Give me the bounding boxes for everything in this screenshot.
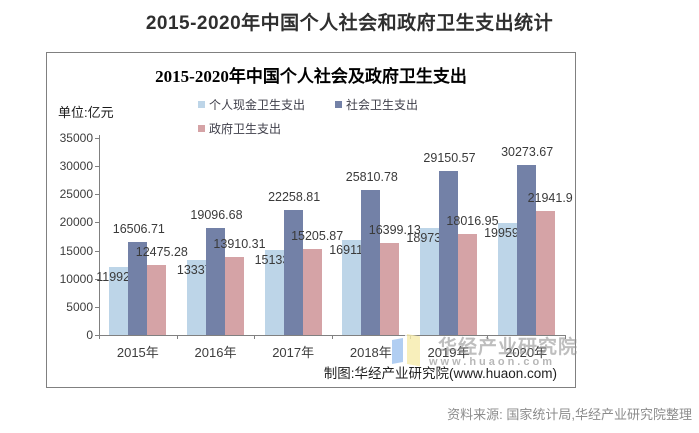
- bar-1-2020年: [497, 222, 517, 335]
- bar-value-label: 16399.13: [368, 222, 421, 237]
- chart-legend: 个人现金卫生支出 社会卫生支出政府卫生支出: [198, 96, 418, 144]
- x-tick-label: 2017年: [272, 345, 315, 360]
- x-tick-mark: [99, 335, 100, 339]
- bar-value-label: 18016.95: [446, 213, 499, 228]
- bar-3-2015年: [147, 264, 167, 335]
- y-tick-mark: [95, 278, 99, 280]
- chart-caption: 制图:华经产业研究院(www.huaon.com): [323, 366, 557, 381]
- bar-chart-plot: 0 5000 10000 15000 20000 25000 30000 35000 2015年…: [47, 53, 577, 389]
- x-tick-label: 2016年: [194, 345, 237, 360]
- bar-2-2016年: [206, 227, 225, 335]
- y-tick-label: 10000: [59, 271, 93, 286]
- x-tick-mark: [409, 335, 411, 339]
- legend-row: 政府卫生支出: [198, 120, 418, 137]
- legend-item-2: 社会卫生支出: [335, 96, 418, 113]
- chart-title: 2015-2020年中国个人社会及政府卫生支出: [155, 67, 467, 86]
- x-tick-mark: [176, 335, 178, 339]
- page-title: 2015-2020年中国个人社会和政府卫生支出统计: [145, 13, 554, 34]
- y-tick-label: 5000: [66, 299, 93, 314]
- bar-value-label: 19096.68: [190, 207, 243, 222]
- bar-value-label: 29150.57: [423, 150, 476, 165]
- bar-3-2017年: [302, 249, 322, 335]
- bar-1-2017年: [264, 249, 284, 335]
- bar-2-2020年: [516, 164, 536, 335]
- legend-item-1: 个人现金卫生支出: [198, 96, 305, 113]
- chart-frame: 2015-2020年中国个人社会及政府卫生支出 个人现金卫生支出 社会卫生支出政府…: [46, 52, 577, 389]
- bar-3-2019年: [458, 233, 477, 335]
- bar-2-2018年: [361, 189, 381, 335]
- x-tick-mark: [254, 335, 256, 339]
- bar-value-label: 12475.28: [135, 244, 188, 259]
- y-tick-mark: [95, 335, 99, 336]
- bar-2-2017年: [283, 209, 303, 335]
- y-tick-mark: [95, 222, 99, 224]
- x-tick-label: 2019年: [427, 345, 470, 360]
- legend-item-3: 政府卫生支出: [198, 120, 281, 137]
- y-tick-mark: [95, 194, 99, 196]
- bar-value-label: 15205.87: [291, 229, 344, 244]
- y-tick-mark: [95, 166, 99, 168]
- bar-3-2016年: [225, 256, 244, 335]
- bar-value-label: 25810.78: [345, 169, 398, 184]
- bar-1-2018年: [342, 239, 362, 335]
- x-tick-label: 2015年: [116, 345, 159, 360]
- bar-1-2016年: [187, 259, 206, 335]
- legend-label: 社会卫生支出: [346, 98, 419, 112]
- bar-value-label: 16506.71: [112, 222, 165, 237]
- bar-value-label: 13910.31: [213, 236, 266, 251]
- legend-swatch: [198, 101, 205, 108]
- unit-label: 单位:亿元: [58, 105, 114, 120]
- y-tick-label: 35000: [59, 131, 93, 145]
- y-tick-label: 20000: [59, 215, 93, 230]
- legend-swatch: [335, 101, 343, 108]
- y-axis-line: [99, 135, 100, 336]
- x-tick-mark: [332, 335, 333, 339]
- legend-swatch: [198, 125, 205, 132]
- bar-1-2019年: [420, 228, 439, 335]
- x-tick-label: 2020年: [505, 345, 548, 360]
- y-tick-label: 25000: [59, 187, 93, 202]
- bar-value-label: 22258.81: [268, 189, 321, 204]
- legend-label: 政府卫生支出: [209, 122, 282, 136]
- legend-row: 个人现金卫生支出 社会卫生支出: [198, 96, 418, 113]
- x-tick-mark: [487, 335, 489, 339]
- y-tick-label: 30000: [59, 159, 93, 174]
- y-tick-mark: [95, 306, 99, 308]
- bar-3-2018年: [380, 242, 400, 335]
- y-tick-label: 0: [86, 328, 93, 342]
- x-tick-label: 2018年: [349, 345, 392, 360]
- bar-2-2019年: [439, 170, 458, 335]
- x-tick-mark: [565, 335, 566, 339]
- y-tick-mark: [95, 138, 99, 139]
- bar-1-2015年: [109, 267, 129, 335]
- bar-value-label: 30273.67: [501, 144, 554, 159]
- source-note: 资料来源: 国家统计局,华经产业研究院整理: [447, 407, 692, 422]
- bar-value-label: 21941.9: [527, 191, 573, 206]
- y-tick-mark: [95, 250, 99, 252]
- legend-label: 个人现金卫生支出: [209, 98, 306, 112]
- bar-2-2015年: [128, 242, 148, 335]
- bar-3-2020年: [535, 211, 555, 335]
- y-tick-label: 15000: [59, 243, 93, 258]
